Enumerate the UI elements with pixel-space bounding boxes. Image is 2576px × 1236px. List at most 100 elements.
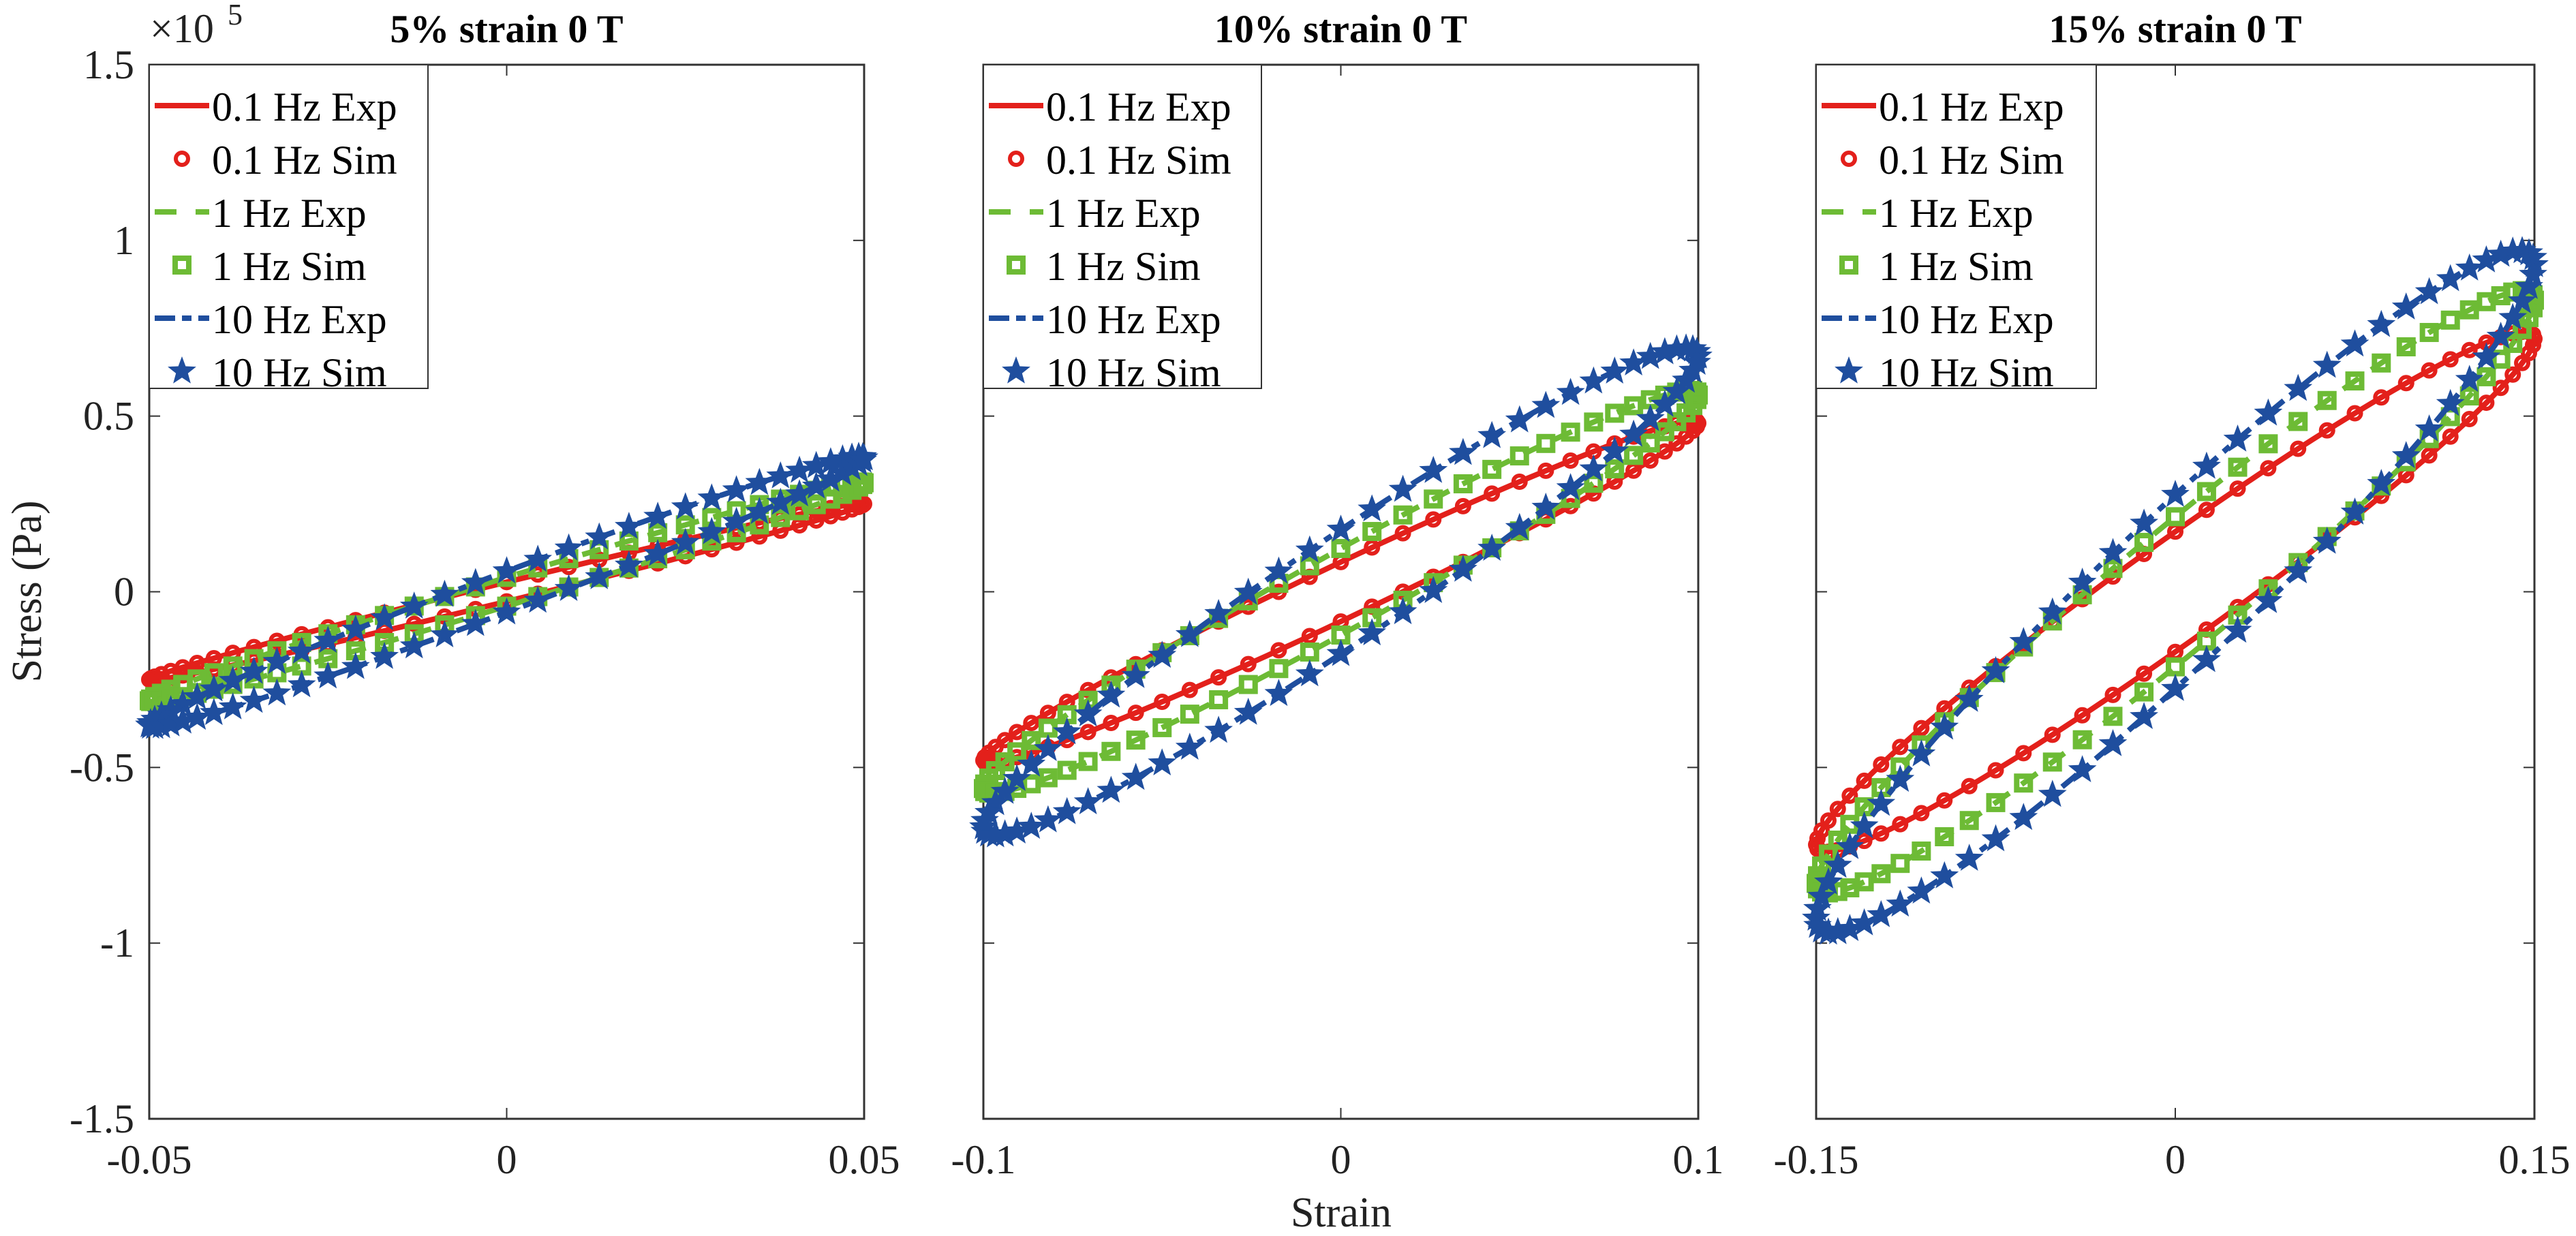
data-point (1233, 577, 1263, 605)
x-tick-label: 0.05 (829, 1137, 900, 1182)
data-point (1358, 494, 1387, 522)
data-point (168, 689, 198, 717)
data-point (1886, 764, 1915, 792)
data-point (1454, 497, 1471, 514)
circle-marker-icon (1841, 151, 1857, 167)
data-point (1038, 768, 1058, 788)
data-point (1204, 599, 1233, 626)
series-0-1-hz-sim (1808, 324, 2543, 860)
data-point (785, 455, 814, 483)
data-point (1449, 437, 1477, 465)
data-point (1362, 522, 1382, 542)
legend-label: 0.1 Hz Exp (1046, 84, 1231, 129)
x-tick-label: -0.1 (951, 1137, 1016, 1182)
data-point (2161, 480, 2190, 507)
data-point (981, 820, 1010, 848)
data-point (1835, 831, 1865, 859)
data-point (619, 531, 639, 551)
star-marker-icon (1002, 356, 1030, 384)
data-point (1981, 824, 2010, 852)
square-marker-icon (1007, 256, 1026, 275)
data-point (2346, 405, 2363, 422)
legend: 0.1 Hz Exp 0.1 Hz Sim 1 Hz Exp 1 Hz Sim 10 H… (149, 64, 429, 395)
data-point (2396, 337, 2416, 356)
data-point (1584, 412, 1604, 432)
data-point (1002, 764, 1032, 791)
data-point (728, 534, 745, 551)
data-point (2130, 508, 2158, 536)
data-point (2098, 538, 2128, 566)
x-tick-label: 0 (1331, 1137, 1351, 1182)
data-point (848, 445, 877, 473)
data-point (1561, 422, 1580, 442)
data-point (1856, 772, 1873, 789)
legend-label: 0.1 Hz Exp (212, 84, 397, 129)
data-point (1022, 774, 1041, 794)
data-point (1873, 756, 1890, 773)
data-point (1556, 473, 1585, 501)
data-point (1579, 454, 1608, 482)
data-point (1017, 812, 1046, 839)
data-point (2192, 451, 2221, 479)
data-point (1605, 403, 1625, 423)
data-point (766, 461, 795, 489)
data-point (2478, 395, 2495, 412)
y-exponent-base: ×10 (150, 6, 214, 51)
legend-label: 1 Hz Exp (212, 191, 367, 236)
data-point (1871, 864, 1891, 884)
data-point (1961, 777, 1978, 794)
data-point (2068, 568, 2097, 595)
data-point (199, 674, 228, 702)
data-point (2260, 460, 2277, 477)
subplot-5pct-strain: 5% strain 0 T -0.05 0 0.05 -1.5 -1 -0.5 0 0.5 1 1.… (70, 7, 900, 1182)
data-point (1807, 882, 1836, 909)
data-point (399, 591, 429, 619)
data-point (2459, 386, 2479, 406)
data-point (2318, 422, 2335, 439)
x-tick-label: 0 (497, 1137, 517, 1182)
data-point (1017, 750, 1046, 777)
legend-item: 1 Hz Sim (172, 244, 367, 289)
data-point (745, 467, 774, 495)
data-point (2038, 779, 2067, 807)
data-point (2391, 292, 2421, 320)
legend: 0.1 Hz Exp 0.1 Hz Sim 1 Hz Exp 1 Hz Sim 10 H… (983, 64, 1262, 395)
data-point (1022, 730, 1041, 750)
data-point (554, 574, 583, 601)
y-tick-label: -0.5 (70, 745, 134, 790)
data-point (2072, 730, 2092, 750)
legend-label: 1 Hz Exp (1046, 191, 1201, 236)
data-point (855, 497, 872, 514)
data-point (1424, 489, 1443, 509)
data-point (370, 603, 399, 630)
data-point (2391, 441, 2421, 469)
legend-item: 0.1 Hz Sim (174, 138, 397, 183)
data-point (1154, 693, 1171, 710)
data-point (287, 670, 316, 698)
data-point (1240, 655, 1257, 673)
data-point (1907, 739, 1936, 767)
legend-label: 1 Hz Exp (1879, 191, 2034, 236)
data-point (1264, 679, 1293, 707)
data-point (2340, 497, 2370, 525)
data-point (1121, 762, 1150, 790)
data-point (1057, 760, 1077, 780)
series-line (1813, 288, 2537, 896)
legend-item: 0.1 Hz Sim (1841, 138, 2064, 183)
data-point (2130, 702, 2158, 729)
data-point (2196, 482, 2216, 501)
y-tick-label: -1 (100, 921, 134, 965)
data-point (2288, 412, 2308, 431)
data-point (1210, 669, 1227, 686)
data-point (1388, 597, 1417, 625)
star-marker-icon (1835, 356, 1863, 384)
data-point (2103, 559, 2123, 578)
data-point (2345, 371, 2365, 391)
data-point (183, 682, 212, 709)
data-point (1238, 675, 1258, 694)
data-point (585, 561, 614, 589)
data-point (523, 585, 553, 613)
data-point (1892, 816, 1909, 833)
legend-item: 0.1 Hz Exp (1822, 84, 2064, 129)
data-point (2104, 686, 2121, 703)
